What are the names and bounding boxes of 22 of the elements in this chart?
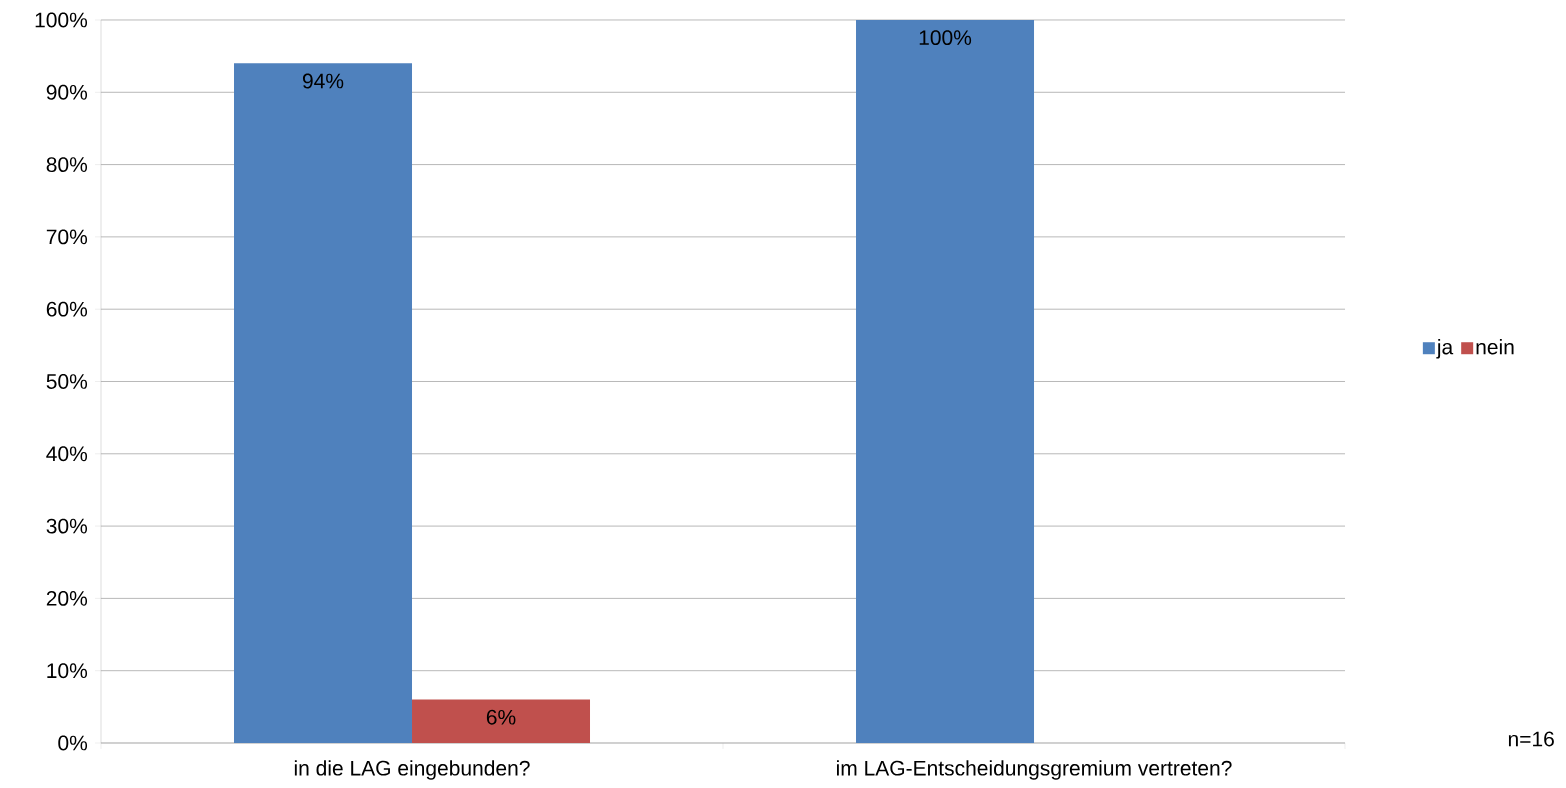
bar	[412, 699, 591, 743]
y-tick-label: 0%	[58, 735, 88, 751]
y-tick-label: 70%	[46, 229, 88, 245]
y-tick-label: 50%	[46, 374, 88, 389]
bar	[856, 19, 1035, 743]
data-label: 94%	[302, 73, 344, 89]
x-tick-label: im LAG-Entscheidungsgremium vertreten?	[837, 760, 1232, 780]
y-tick-label: 20%	[46, 590, 88, 606]
y-tick-label: 60%	[46, 301, 88, 317]
data-label: 100%	[919, 30, 972, 46]
y-tick-label: 100%	[35, 12, 88, 28]
text: n=16	[1508, 731, 1554, 747]
y-tick-label: 40%	[46, 446, 88, 462]
y-tick-label: 80%	[46, 157, 88, 173]
x-tick-label: in die LAG eingebunden?	[294, 760, 530, 780]
y-tick-label: 90%	[46, 84, 88, 100]
data-label: 6%	[486, 709, 516, 725]
y-tick-label: 30%	[46, 518, 88, 534]
y-tick-label: 10%	[47, 663, 88, 679]
legend-label: ja	[1436, 339, 1454, 359]
bar	[234, 63, 413, 743]
legend-label: nein	[1476, 339, 1514, 355]
